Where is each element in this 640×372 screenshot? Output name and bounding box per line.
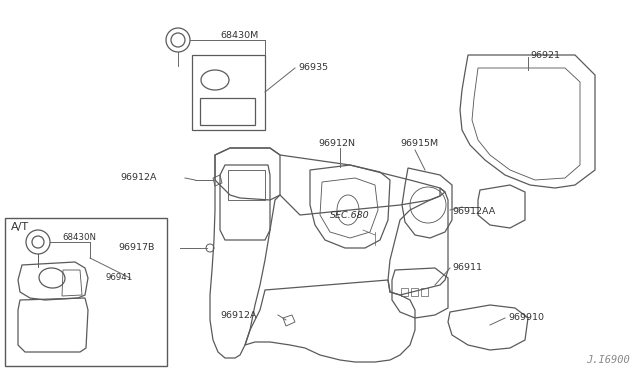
- Text: 96921: 96921: [530, 51, 560, 60]
- Text: J.I6900: J.I6900: [586, 355, 630, 365]
- Text: SEC.680: SEC.680: [330, 211, 370, 219]
- Text: 96941: 96941: [105, 273, 132, 282]
- Text: 96915M: 96915M: [400, 138, 438, 148]
- Text: 96912A: 96912A: [220, 311, 257, 320]
- Text: 96917B: 96917B: [118, 244, 154, 253]
- Text: 96912N: 96912N: [318, 138, 355, 148]
- Text: A/T: A/T: [11, 222, 29, 232]
- Text: 96912AA: 96912AA: [452, 208, 495, 217]
- Text: 96935: 96935: [298, 64, 328, 73]
- Text: 969910: 969910: [508, 314, 544, 323]
- Text: 68430M: 68430M: [220, 32, 259, 41]
- Text: 96911: 96911: [452, 263, 482, 273]
- Text: 68430N: 68430N: [62, 232, 96, 241]
- Text: 96912A: 96912A: [120, 173, 157, 183]
